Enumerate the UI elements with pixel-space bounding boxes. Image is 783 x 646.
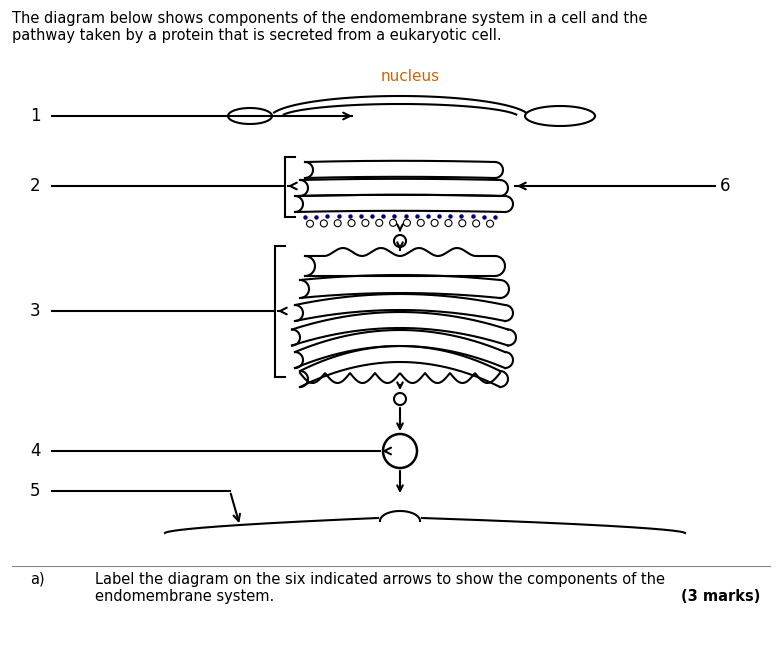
Text: 1: 1 [30, 107, 41, 125]
Text: Label the diagram on the six indicated arrows to show the components of the
endo: Label the diagram on the six indicated a… [95, 572, 665, 605]
Text: 5: 5 [30, 482, 41, 500]
Text: a): a) [30, 572, 45, 587]
Text: The diagram below shows components of the endomembrane system in a cell and the
: The diagram below shows components of th… [12, 11, 648, 43]
Text: 6: 6 [720, 177, 731, 195]
Text: (3 marks): (3 marks) [680, 589, 760, 604]
Text: 2: 2 [30, 177, 41, 195]
Text: 4: 4 [30, 442, 41, 460]
Text: 3: 3 [30, 302, 41, 320]
Text: nucleus: nucleus [381, 69, 439, 84]
